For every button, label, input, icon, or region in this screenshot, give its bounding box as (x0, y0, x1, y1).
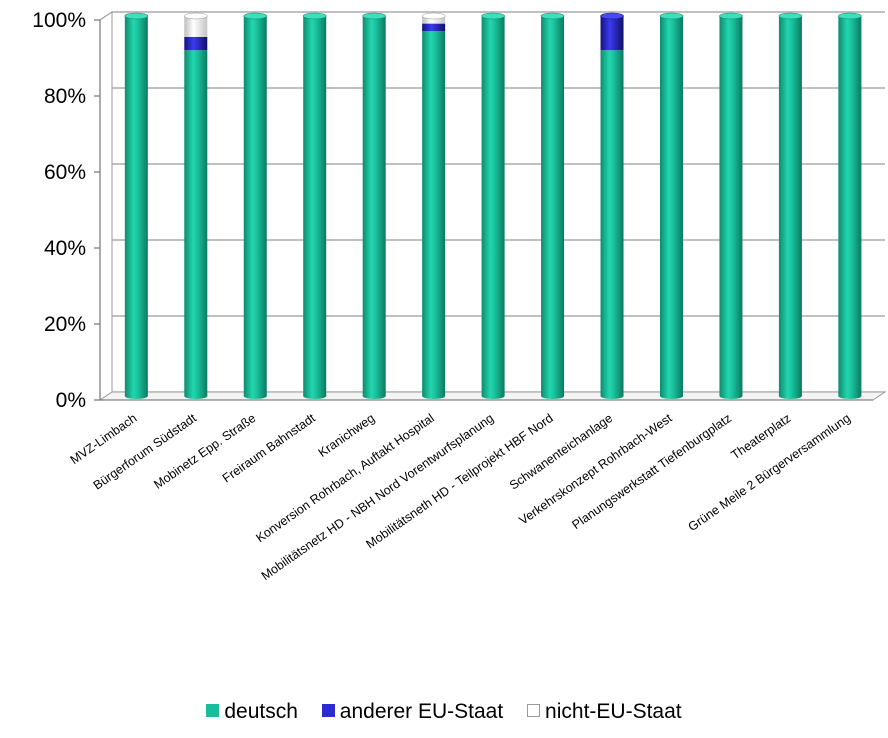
bars (124, 12, 862, 399)
y-tick-label: 80% (44, 85, 86, 108)
bar-top-cap (124, 12, 149, 20)
legend-swatch-deutsch (206, 704, 220, 717)
bar-mobilitatsneth-hd-teilprojekt-hbf-nord (540, 12, 565, 399)
bar-verkehrskonzept-rohrbach-west (659, 12, 684, 399)
bar-mobilitatsnetz-hd-nbh-nord-vorentwurfsplanung (481, 12, 505, 399)
bar-segment-deutsch (600, 50, 624, 396)
side-wall (99, 11, 113, 401)
bar-planungswerkstatt-tiefenburgplatz (719, 12, 743, 399)
bar-segment-deutsch (243, 16, 267, 396)
x-tick-label: Bürgerforum Südstadt (91, 411, 200, 493)
bar-segment-nicht-eu-staat (422, 16, 446, 24)
y-tick-label: 60% (44, 161, 86, 184)
bar-segment-deutsch-base (481, 393, 505, 399)
bar-segment-deutsch-base (778, 393, 802, 399)
legend-item-anderer-eu-staat: anderer EU-Staat (321, 700, 504, 724)
legend-swatch-anderer-eu-staat (321, 704, 335, 717)
bar-top-cap (778, 12, 803, 20)
bar-segment-deutsch-base (541, 393, 565, 399)
bar-mobinetz-epp-strasse (243, 12, 268, 399)
bar-segment-deutsch (481, 16, 505, 396)
bar-kranichweg (362, 12, 386, 399)
bar-segment-anderer-eu-staat (184, 36, 208, 51)
y-tick-label: 100% (32, 9, 86, 32)
bar-segment-deutsch (184, 50, 208, 396)
bar-segment-deutsch (362, 16, 386, 396)
bar-top-cap (362, 12, 386, 20)
bar-segment-deutsch (541, 16, 565, 396)
x-tick-label: Mobinetz Epp. Straße (151, 411, 258, 492)
y-tick-label: 0% (56, 389, 86, 412)
bar-top-cap (659, 12, 684, 20)
bar-segment-deutsch (778, 16, 802, 396)
bar-konversion-rohrbach-auftakt-hospital (421, 12, 446, 399)
bar-segment-deutsch-base (659, 393, 683, 399)
bar-schwanenteichanlage (600, 12, 624, 399)
legend-label-anderer-eu-staat: anderer EU-Staat (339, 700, 504, 723)
bar-segment-deutsch (303, 16, 327, 396)
bar-top-cap (719, 12, 743, 20)
bar-segment-deutsch (124, 16, 148, 396)
legend: deutsch anderer EU-Staat nicht-EU-Staat (0, 700, 888, 724)
bar-segment-deutsch-base (243, 393, 267, 399)
bar-segment-deutsch-base (124, 393, 148, 399)
bar-segment-deutsch-base (600, 393, 624, 399)
bar-mvz-limbach (124, 12, 149, 399)
bar-grune-meile-2-burgerversammlung (838, 12, 862, 399)
bar-segment-deutsch-base (422, 393, 446, 399)
legend-item-nicht-eu-staat: nicht-EU-Staat (527, 700, 682, 724)
x-tick-label: Schwanenteichanlage (507, 411, 615, 493)
bar-top-cap (600, 12, 624, 20)
y-tick-label: 40% (44, 237, 86, 260)
bar-top-cap (540, 12, 565, 20)
bar-segment-anderer-eu-staat (600, 16, 624, 51)
bar-top-cap (243, 12, 268, 20)
bar-segment-deutsch (422, 31, 446, 396)
bar-segment-deutsch (659, 16, 683, 396)
bar-top-cap (421, 12, 446, 20)
bar-freiraum-bahnstadt (302, 12, 327, 399)
bar-segment-deutsch-base (719, 393, 743, 399)
bar-burgerforum-sudstadt (183, 12, 208, 399)
bar-segment-deutsch-base (303, 393, 327, 399)
legend-label-deutsch: deutsch (224, 700, 298, 723)
bar-segment-deutsch (838, 16, 862, 396)
bar-top-cap (302, 12, 327, 20)
y-axis-tick-labels: 0% 20% 40% 60% 80% 100% (32, 9, 86, 412)
bar-segment-deutsch-base (184, 393, 208, 399)
legend-swatch-nicht-eu-staat (527, 704, 541, 717)
bar-segment-deutsch (719, 16, 743, 396)
legend-label-nicht-eu-staat: nicht-EU-Staat (545, 700, 682, 723)
bar-top-cap (838, 12, 862, 20)
bar-segment-deutsch-base (362, 393, 386, 399)
bar-top-cap (481, 12, 505, 20)
bar-segment-deutsch-base (838, 393, 862, 399)
bar-segment-nicht-eu-staat (184, 16, 208, 37)
bar-top-cap (183, 12, 208, 20)
legend-item-deutsch: deutsch (206, 700, 298, 724)
bar-segment-anderer-eu-staat (422, 23, 446, 32)
bar-theaterplatz (778, 12, 803, 399)
y-tick-label: 20% (44, 313, 86, 336)
